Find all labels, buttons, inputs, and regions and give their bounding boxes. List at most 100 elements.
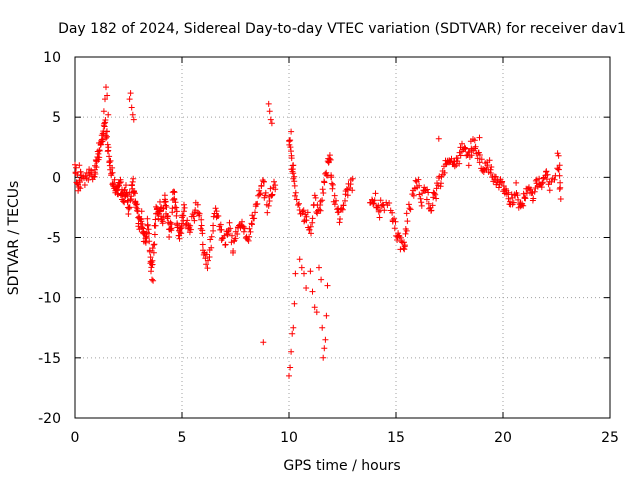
- data-point: [487, 170, 494, 176]
- data-point: [557, 184, 564, 191]
- data-point: [557, 196, 564, 202]
- data-point: [543, 176, 550, 183]
- data-point: [252, 209, 258, 216]
- data-point: [262, 189, 269, 196]
- data-point: [102, 117, 109, 123]
- data-point: [142, 239, 149, 246]
- data-point: [288, 348, 295, 355]
- data-point: [318, 276, 325, 283]
- data-point: [195, 209, 202, 216]
- data-point: [288, 155, 295, 162]
- data-point: [451, 163, 458, 170]
- data-point: [322, 336, 329, 343]
- data-point: [181, 204, 188, 211]
- y-axis-label: SDTVAR / TECUs: [6, 181, 22, 296]
- data-point: [527, 186, 534, 193]
- x-tick-label: 0: [71, 430, 80, 446]
- data-point: [249, 212, 256, 219]
- data-point: [303, 217, 310, 224]
- y-tick-label: -5: [47, 231, 61, 247]
- data-point: [531, 188, 538, 195]
- data-point: [104, 133, 110, 140]
- data-point: [234, 231, 241, 237]
- data-point: [484, 162, 491, 169]
- data-point: [513, 179, 520, 186]
- data-point: [328, 174, 335, 180]
- data-point: [480, 166, 487, 172]
- data-point: [495, 184, 502, 191]
- data-point: [321, 345, 328, 352]
- data-point: [256, 191, 263, 198]
- data-point: [476, 159, 483, 166]
- data-point: [415, 176, 422, 183]
- data-point: [339, 206, 346, 213]
- data-point: [210, 213, 217, 220]
- data-point: [287, 144, 294, 151]
- data-point: [514, 192, 521, 199]
- data-point: [471, 137, 478, 144]
- data-point: [488, 164, 495, 170]
- data-point: [150, 249, 157, 256]
- data-point: [416, 182, 423, 189]
- data-point: [289, 330, 296, 337]
- data-point: [160, 214, 167, 221]
- data-point: [371, 197, 378, 204]
- data-point: [412, 177, 419, 184]
- data-point: [265, 202, 272, 209]
- data-point: [173, 204, 180, 211]
- data-point: [424, 186, 431, 193]
- data-point: [344, 192, 351, 199]
- data-point: [316, 206, 323, 213]
- data-point: [520, 190, 527, 197]
- data-point: [319, 197, 326, 204]
- data-point: [95, 150, 102, 157]
- data-point: [499, 178, 506, 185]
- data-point: [254, 200, 261, 207]
- data-point: [476, 134, 483, 141]
- data-point: [208, 244, 215, 251]
- data-point: [266, 108, 273, 115]
- data-point: [431, 190, 438, 197]
- data-point: [520, 202, 527, 209]
- data-point: [77, 168, 84, 175]
- data-point: [389, 209, 396, 216]
- data-point: [107, 157, 114, 164]
- data-point: [331, 201, 338, 208]
- data-point: [149, 257, 156, 264]
- data-point: [433, 195, 440, 202]
- data-point: [432, 191, 439, 198]
- data-point: [295, 202, 301, 208]
- data-point: [507, 198, 513, 205]
- data-point: [73, 164, 80, 171]
- data-point: [251, 215, 258, 222]
- data-point: [320, 190, 327, 196]
- data-point: [409, 191, 416, 198]
- data-point: [314, 210, 321, 217]
- data-point: [173, 208, 180, 215]
- data-point: [418, 202, 425, 209]
- data-point: [198, 222, 205, 229]
- data-point: [229, 232, 235, 239]
- data-point: [292, 192, 298, 199]
- data-point: [417, 195, 424, 202]
- data-point: [130, 116, 137, 123]
- data-point: [227, 225, 234, 232]
- data-point: [166, 234, 173, 240]
- data-point: [191, 217, 198, 224]
- x-tick-label: 15: [387, 430, 405, 446]
- data-point: [208, 233, 215, 240]
- data-point: [476, 152, 483, 158]
- data-point: [433, 185, 440, 192]
- data-point: [146, 248, 153, 255]
- data-point: [133, 204, 140, 211]
- data-point: [300, 207, 307, 214]
- data-point: [309, 288, 316, 295]
- data-point: [290, 162, 297, 169]
- data-point: [311, 304, 318, 311]
- data-point: [381, 207, 388, 214]
- data-point: [319, 186, 326, 193]
- data-point: [546, 187, 553, 194]
- data-point: [340, 202, 347, 209]
- data-point: [377, 197, 384, 204]
